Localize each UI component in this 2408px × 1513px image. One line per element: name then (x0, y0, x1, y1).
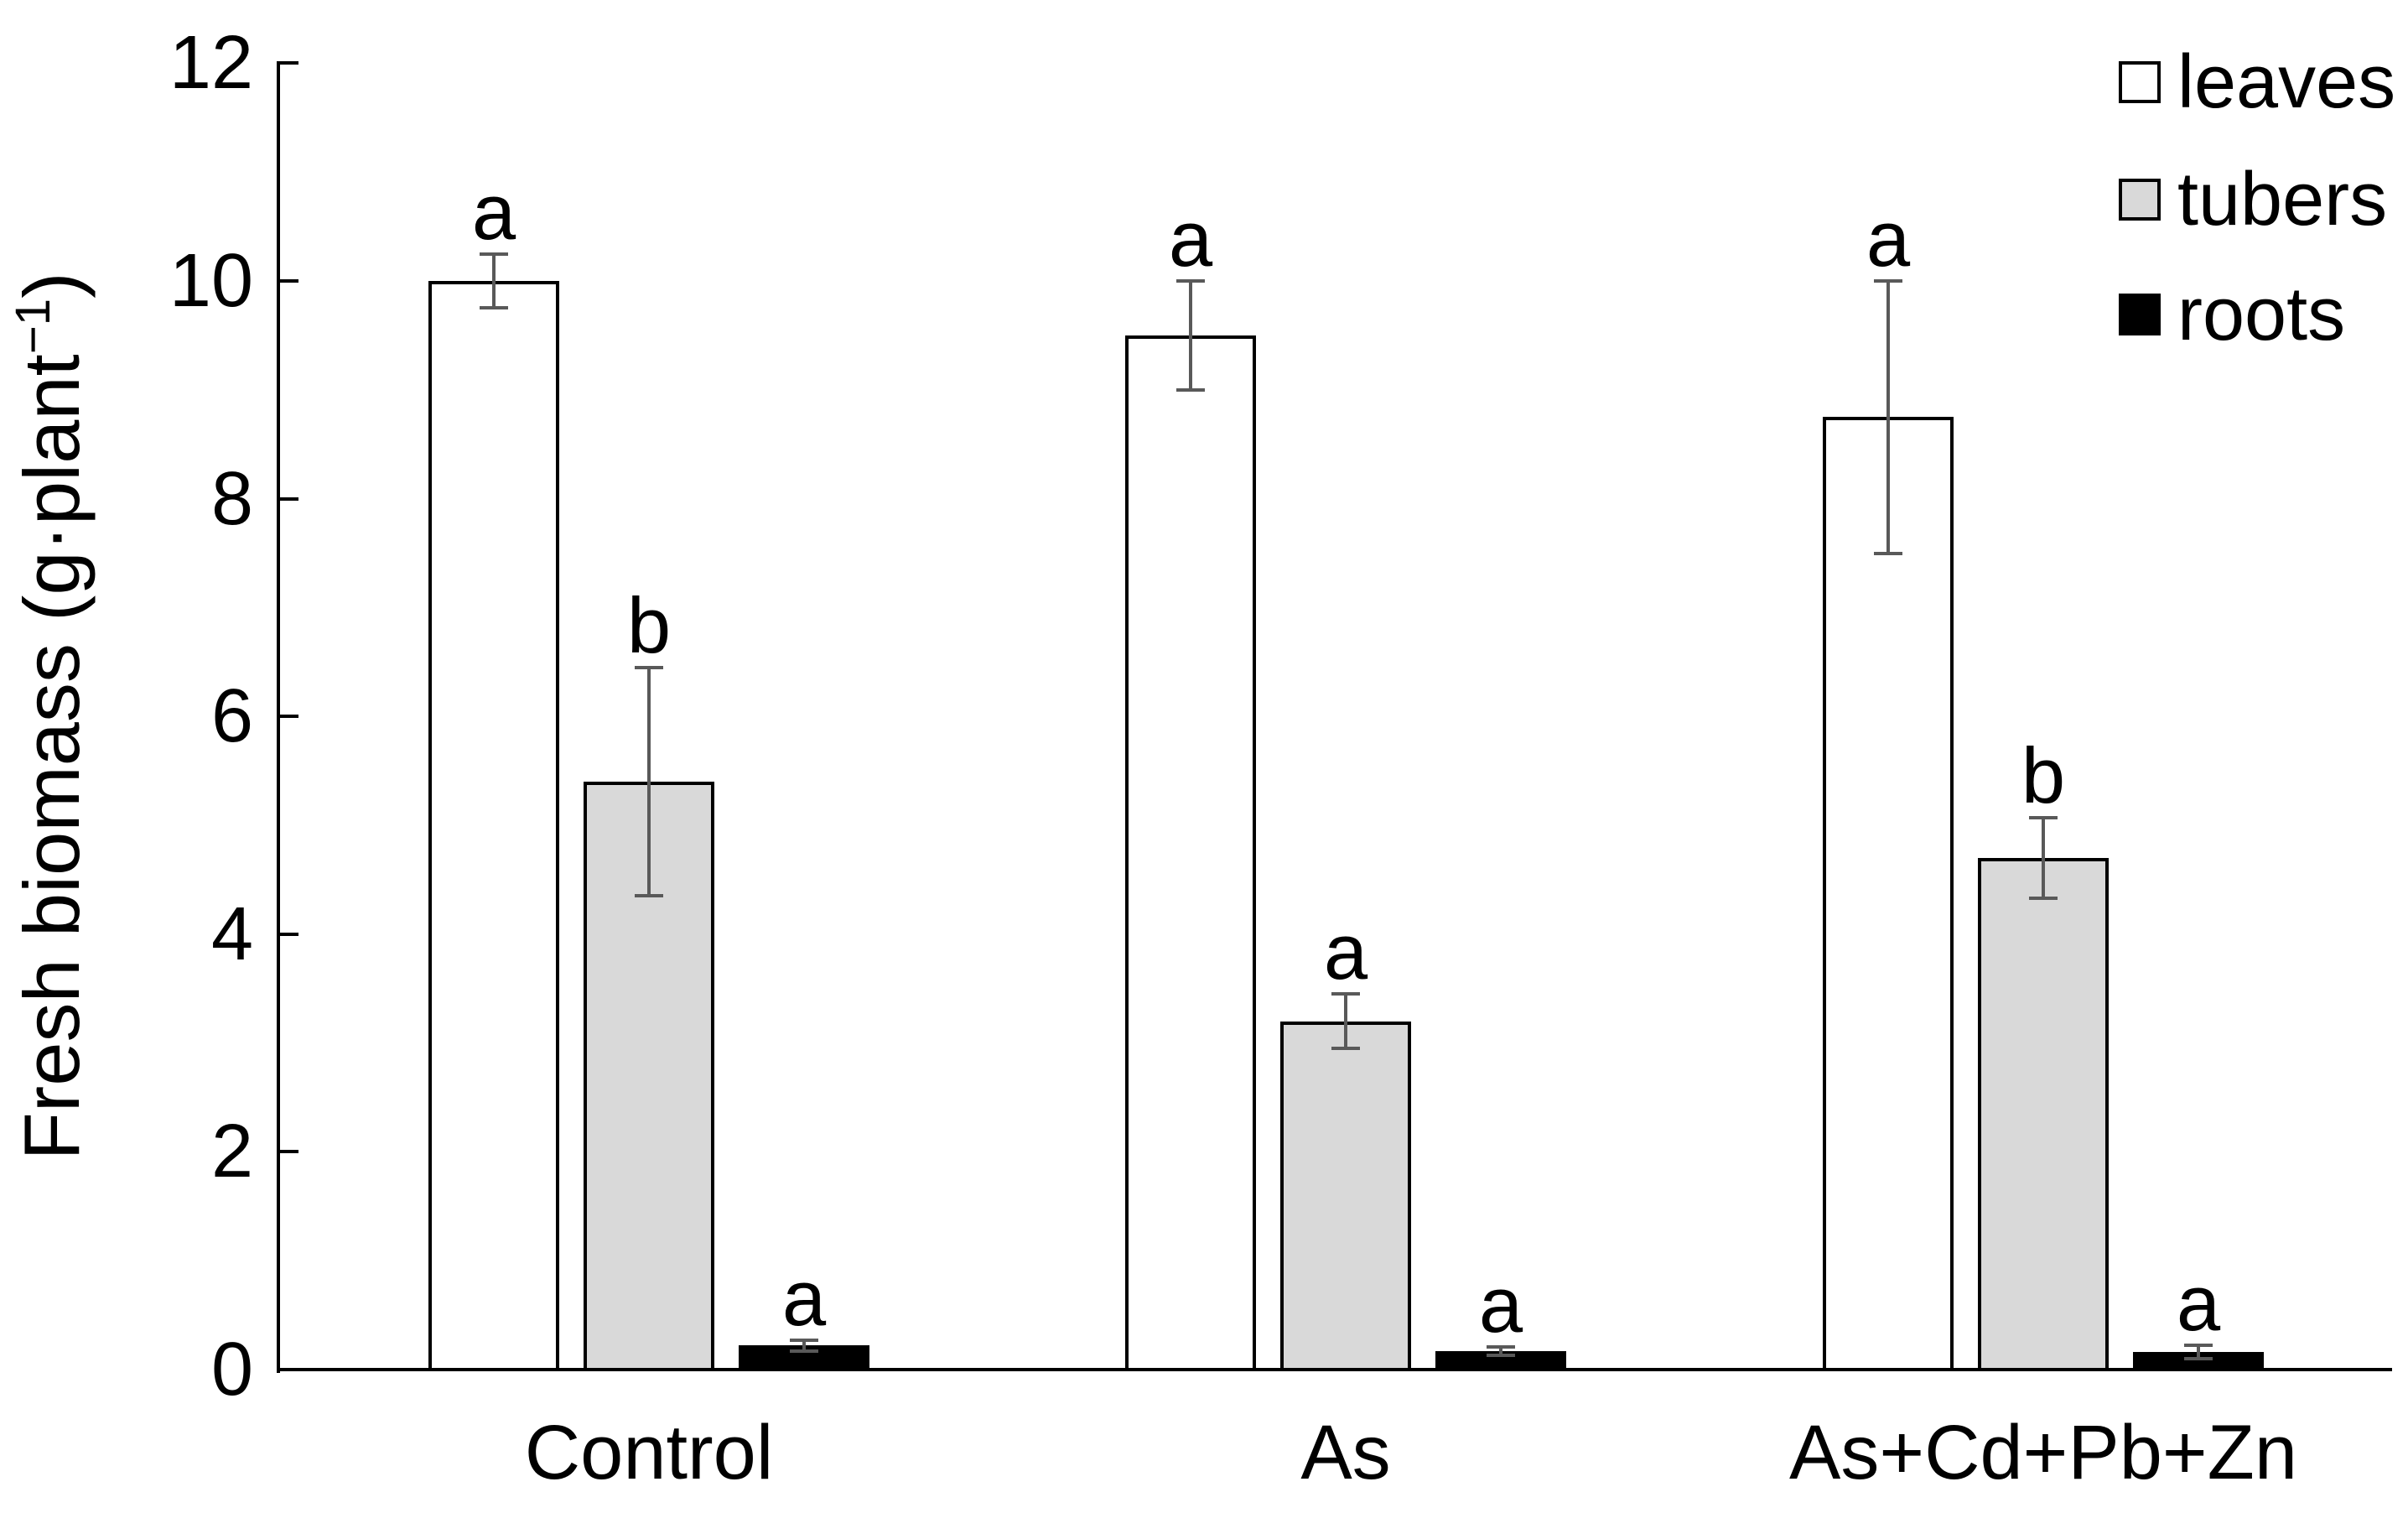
error-bar-cap-bottom (1874, 551, 1902, 555)
y-tick-label-12: 12 (169, 21, 253, 106)
y-tick-label-8: 8 (210, 456, 253, 541)
sig-letter-roots-as: a (1478, 1260, 1523, 1349)
bar-tubers-as (1280, 1021, 1411, 1371)
bar-tubers-as-cd-pb-zn (1978, 857, 2109, 1371)
bar-leaves-as-cd-pb-zn (1823, 417, 1954, 1371)
bar-leaves-control (428, 281, 559, 1371)
y-tick-10 (280, 279, 298, 283)
y-tick-4 (280, 932, 298, 936)
legend-swatch-leaves (2119, 61, 2161, 103)
y-tick-label-0: 0 (210, 1328, 253, 1412)
error-bar-cap-bottom (1487, 1354, 1515, 1358)
sig-letter-tubers-as: a (1323, 907, 1368, 996)
error-bar-cap-bottom (790, 1349, 818, 1353)
sig-letter-leaves-as-cd-pb-zn: a (1866, 195, 1911, 283)
error-bar-cap-top (1331, 992, 1360, 996)
error-bar-cap-bottom (635, 894, 663, 898)
error-bar-cap-top (2184, 1344, 2213, 1348)
y-tick-label-2: 2 (210, 1110, 253, 1194)
error-bar-cap-bottom (1331, 1047, 1360, 1051)
y-tick-label-4: 4 (210, 892, 253, 976)
sig-letter-roots-control: a (781, 1253, 827, 1342)
error-bar-line (492, 253, 496, 309)
error-bar-cap-bottom (1176, 387, 1205, 392)
sig-letter-tubers-control: b (626, 580, 672, 669)
error-bar-line (1886, 281, 1890, 554)
legend-item-tubers: tubers (2119, 158, 2388, 242)
error-bar-cap-top (2029, 815, 2058, 819)
error-bar-cap-top (480, 252, 508, 256)
error-bar-line (2197, 1345, 2200, 1359)
y-tick-6 (280, 715, 298, 719)
legend-item-roots: roots (2119, 273, 2346, 356)
legend-label-tubers: tubers (2177, 158, 2388, 242)
y-tick-label-10: 10 (169, 239, 253, 323)
legend-label-leaves: leaves (2177, 40, 2396, 124)
x-axis-label-as-cd-pb-zn: As+Cd+Pb+Zn (1788, 1410, 2298, 1495)
error-bar-cap-bottom (2029, 896, 2058, 900)
error-bar-line (647, 667, 651, 897)
x-axis-label-as: As (1300, 1410, 1391, 1495)
legend-swatch-tubers (2119, 179, 2161, 221)
error-bar-line (802, 1339, 806, 1351)
error-bar-cap-top (635, 665, 663, 669)
y-tick-12 (280, 61, 298, 65)
error-bar-cap-top (1487, 1344, 1515, 1349)
x-axis-label-control: Control (524, 1410, 774, 1495)
y-tick-2 (280, 1150, 298, 1154)
sig-letter-leaves-control: a (471, 167, 516, 256)
sig-letter-leaves-as: a (1168, 195, 1213, 283)
error-bar-cap-top (1874, 279, 1902, 283)
error-bar-line (2042, 817, 2045, 898)
y-tick-8 (280, 497, 298, 501)
error-bar-line (1189, 281, 1192, 390)
error-bar-line (1344, 994, 1347, 1049)
legend-swatch-roots (2119, 294, 2161, 335)
error-bar-cap-bottom (2184, 1357, 2213, 1361)
y-tick-label-6: 6 (210, 674, 253, 759)
sig-letter-tubers-as-cd-pb-zn: b (2021, 731, 2066, 819)
sig-letter-roots-as-cd-pb-zn: a (2176, 1259, 2221, 1348)
y-axis-line (277, 61, 280, 1373)
error-bar-cap-top (1176, 279, 1205, 283)
error-bar-cap-bottom (480, 306, 508, 310)
error-bar-cap-top (790, 1338, 818, 1342)
legend-item-leaves: leaves (2119, 40, 2396, 124)
legend-label-roots: roots (2177, 273, 2346, 356)
bar-leaves-as (1125, 335, 1256, 1371)
y-axis-title-superscript: −1 (5, 298, 60, 355)
error-bar-line (1499, 1346, 1502, 1356)
